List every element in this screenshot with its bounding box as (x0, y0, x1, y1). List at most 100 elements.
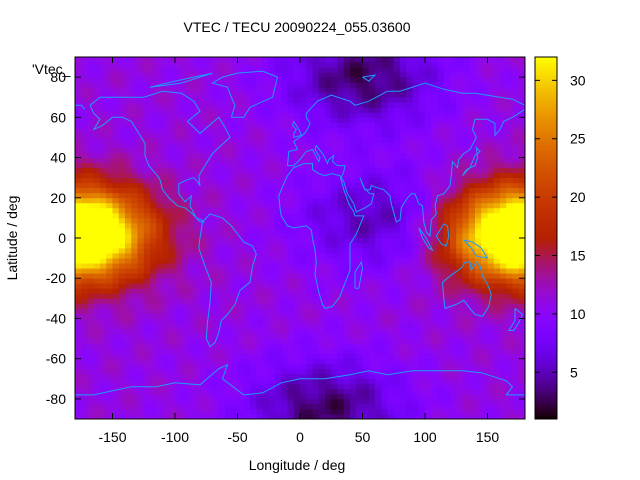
heatmap-cell (150, 338, 157, 344)
heatmap-cell (381, 308, 388, 314)
heatmap-cell (131, 268, 138, 274)
heatmap-cell (125, 298, 132, 304)
heatmap-cell (112, 232, 120, 239)
heatmap-cell (262, 127, 270, 133)
heatmap-cell (106, 283, 113, 289)
heatmap-cell (312, 212, 320, 219)
heatmap-cell (212, 127, 220, 133)
heatmap-cell (187, 333, 195, 339)
heatmap-cell (400, 197, 407, 204)
heatmap-cell (493, 333, 501, 339)
heatmap-cell (500, 232, 507, 239)
heatmap-cell (268, 273, 276, 279)
heatmap-cell (381, 162, 388, 169)
heatmap-cell (481, 408, 488, 415)
heatmap-cell (200, 388, 207, 395)
heatmap-cell (350, 202, 357, 209)
heatmap-cell (437, 67, 445, 73)
heatmap-cell (206, 288, 213, 294)
heatmap-cell (418, 147, 426, 153)
heatmap-cell (443, 107, 451, 113)
heatmap-cell (212, 263, 220, 269)
heatmap-cell (318, 182, 326, 189)
heatmap-cell (256, 318, 263, 324)
heatmap-cell (481, 263, 488, 269)
heatmap-cell (181, 308, 188, 314)
heatmap-cell (225, 142, 232, 148)
heatmap-cell (118, 263, 126, 269)
heatmap-cell (87, 227, 95, 234)
heatmap-cell (462, 97, 470, 103)
heatmap-cell (287, 82, 295, 88)
heatmap-cell (162, 172, 170, 179)
heatmap-cell (293, 212, 301, 219)
heatmap-cell (75, 187, 82, 194)
heatmap-cell (312, 393, 320, 400)
heatmap-cell (200, 207, 207, 214)
heatmap-cell (487, 383, 495, 390)
heatmap-cell (150, 192, 157, 199)
heatmap-cell (150, 67, 157, 73)
heatmap-cell (493, 82, 501, 88)
heatmap-cell (343, 217, 351, 224)
heatmap-cell (400, 137, 407, 143)
heatmap-cell (256, 403, 263, 410)
heatmap-cell (206, 278, 213, 284)
heatmap-cell (231, 197, 238, 204)
heatmap-cell (306, 363, 313, 370)
heatmap-cell (250, 142, 257, 148)
heatmap-cell (418, 67, 426, 73)
heatmap-cell (312, 383, 320, 390)
heatmap-cell (425, 293, 432, 299)
heatmap-cell (87, 157, 95, 163)
heatmap-cell (381, 328, 388, 334)
heatmap-cell (131, 137, 138, 143)
heatmap-cell (143, 107, 151, 113)
heatmap-cell (237, 253, 245, 259)
heatmap-cell (500, 243, 507, 249)
heatmap-cell (462, 363, 470, 370)
heatmap-cell (443, 408, 451, 415)
heatmap-cell (468, 112, 476, 118)
heatmap-cell (193, 303, 201, 309)
heatmap-cell (137, 117, 145, 123)
heatmap-cell (143, 87, 151, 93)
heatmap-cell (106, 263, 113, 269)
heatmap-cell (412, 67, 420, 73)
heatmap-cell (256, 122, 263, 128)
heatmap-cell (212, 87, 220, 93)
heatmap-cell (243, 97, 251, 103)
heatmap-cell (225, 67, 232, 73)
heatmap-cell (81, 363, 88, 370)
heatmap-cell (93, 192, 101, 199)
heatmap-cell (250, 333, 257, 339)
heatmap-cell (468, 87, 476, 93)
heatmap-cell (137, 368, 145, 375)
heatmap-cell (93, 177, 101, 184)
heatmap-cell (406, 238, 413, 244)
heatmap-cell (237, 102, 245, 108)
heatmap-cell (262, 363, 270, 370)
heatmap-cell (506, 413, 513, 419)
heatmap-cell (81, 232, 88, 239)
heatmap-cell (437, 167, 445, 174)
heatmap-cell (331, 92, 338, 98)
heatmap-cell (187, 117, 195, 123)
heatmap-cell (250, 187, 257, 194)
heatmap-cell (475, 177, 482, 184)
heatmap-cell (306, 197, 313, 204)
heatmap-cell (331, 202, 338, 209)
heatmap-cell (387, 97, 395, 103)
heatmap-cell (293, 293, 301, 299)
heatmap-cell (368, 57, 376, 63)
heatmap-cell (418, 132, 426, 138)
heatmap-cell (418, 258, 426, 264)
heatmap-cell (212, 328, 220, 334)
heatmap-cell (400, 182, 407, 189)
heatmap-cell (268, 278, 276, 284)
heatmap-cell (81, 268, 88, 274)
heatmap-cell (187, 398, 195, 405)
heatmap-cell (200, 187, 207, 194)
heatmap-cell (137, 202, 145, 209)
heatmap-cell (293, 112, 301, 118)
